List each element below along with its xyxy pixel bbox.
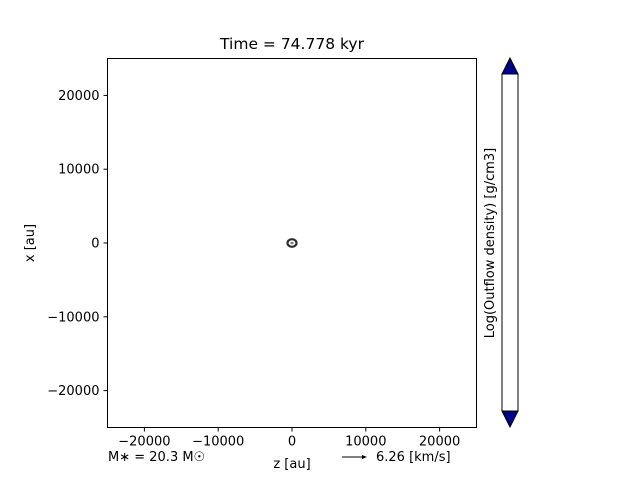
colorbar-label: Log(Outflow density) [g/cm3] <box>483 148 498 339</box>
colorbar-extend-bottom <box>501 410 519 429</box>
y-tick-label: 0 <box>91 237 99 252</box>
y-tick-label: −20000 <box>47 384 99 399</box>
y-tick-label: 10000 <box>58 163 99 178</box>
y-axis-label: x [au] <box>23 224 38 262</box>
x-axis-ticks: −20000 −10000 0 10000 20000 <box>118 427 460 450</box>
x-axis-label: z [au] <box>273 457 310 472</box>
colorbar-extend-top <box>501 56 519 75</box>
x-tick-label: 20000 <box>419 435 460 450</box>
data-points <box>286 238 298 248</box>
x-tick-label: −10000 <box>192 435 244 450</box>
x-tick-label: 10000 <box>345 435 386 450</box>
chart-title: Time = 74.778 kyr <box>219 35 365 53</box>
velocity-key <box>342 455 367 459</box>
y-axis-ticks: −20000 −10000 0 10000 20000 <box>47 89 108 399</box>
x-tick-label: 0 <box>288 435 296 450</box>
colorbar-body <box>501 73 519 412</box>
y-tick-label: −10000 <box>47 310 99 325</box>
source-core <box>290 241 294 245</box>
velocity-key-label: 6.26 [km/s] <box>376 450 451 465</box>
x-tick-label: −20000 <box>118 435 170 450</box>
source-marker <box>286 238 298 248</box>
colorbar <box>501 56 519 429</box>
velocity-arrowhead <box>362 455 367 459</box>
y-tick-label: 20000 <box>58 89 99 104</box>
stellar-mass-annotation: M∗ = 20.3 M☉ <box>108 450 205 465</box>
